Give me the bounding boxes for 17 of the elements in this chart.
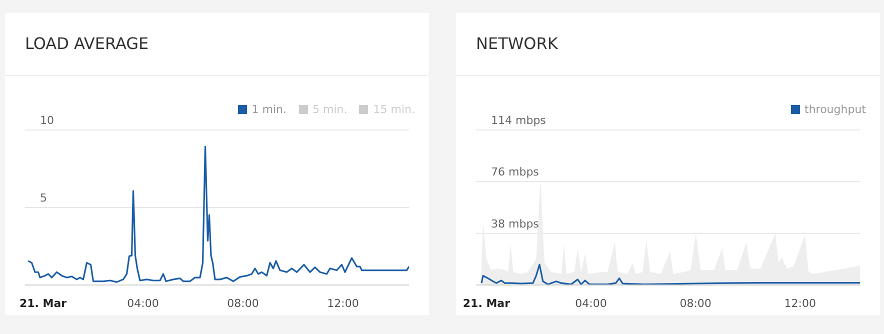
legend-label: throughput <box>804 103 866 116</box>
x-tick-label: 12:00 <box>784 297 816 310</box>
y-tick-label: 38 mbps <box>491 217 540 230</box>
legend-label: 1 min. <box>250 103 287 116</box>
x-tick-label: 12:00 <box>327 297 359 310</box>
x-tick-label: 04:00 <box>575 297 607 310</box>
x-tick-label: 08:00 <box>680 297 712 310</box>
y-tick-label: 76 mbps <box>491 166 540 179</box>
x-tick-label: 04:00 <box>127 297 159 310</box>
y-tick-label: 114 mbps <box>491 114 546 127</box>
x-tick-label: 21. Mar <box>19 297 68 310</box>
chart-title: LOAD AVERAGE <box>5 13 429 76</box>
y-tick-label: 5 <box>40 192 47 204</box>
x-tick-label: 08:00 <box>227 297 259 310</box>
y-tick-label: 10 <box>40 114 54 127</box>
chart-title: NETWORK <box>456 13 880 76</box>
x-tick-label: 21. Mar <box>462 297 511 310</box>
